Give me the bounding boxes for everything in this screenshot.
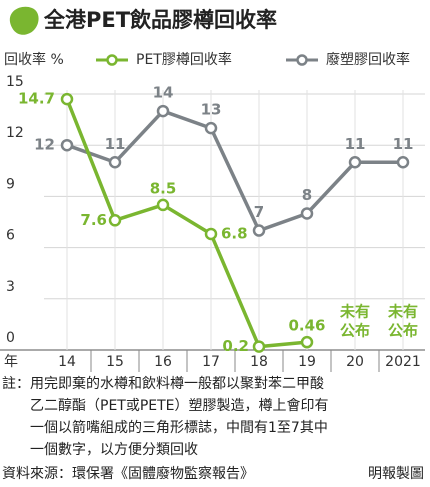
y-tick-label: 0 [6, 330, 15, 346]
legend-marker [296, 54, 308, 66]
point [204, 121, 218, 135]
point [204, 227, 218, 241]
series-line [66, 109, 403, 233]
legend-marker [106, 54, 118, 66]
data-label: 0.2 [222, 337, 249, 355]
x-tick-label: 18 [250, 354, 268, 370]
x-tick-label: 16 [154, 354, 172, 370]
y-tick-label: 6 [6, 228, 15, 244]
note-line: 一個以箭嘴組成的三角形標誌，中間有1至7其中 [30, 419, 328, 436]
data-label: 11 [105, 135, 126, 153]
point [156, 198, 170, 212]
data-label: 7 [254, 203, 264, 221]
title-icon [9, 6, 39, 35]
note-line: 乙二醇酯（PET或PETE）塑膠製造，樽上會印有 [30, 397, 329, 414]
data-label: 8 [302, 186, 312, 204]
chart-title: 全港PET飲品膠樽回收率 [43, 8, 277, 32]
note-line: 一個數字，以方便分類回收 [30, 442, 198, 458]
point [252, 340, 266, 353]
note-line: 註：用完即棄的水樽和飲料樽一般都以聚對苯二甲酸 [2, 375, 324, 392]
point [348, 156, 362, 169]
annotation: 未有 [387, 303, 418, 321]
point [300, 335, 314, 349]
x-tick-label: 20 [346, 354, 364, 370]
point [60, 92, 74, 106]
data-label: 11 [345, 135, 366, 153]
y-axis-label: 回收率 % [4, 51, 64, 68]
point [60, 138, 74, 152]
point [108, 156, 122, 169]
data-label: 0.46 [288, 317, 325, 335]
x-tick-label: 2021 [385, 354, 421, 370]
source: 資料來源：環保署《固體廢物監察報告》 [2, 465, 254, 482]
credit: 明報製圖 [368, 466, 424, 482]
point [300, 207, 314, 220]
x-tick-label: 19 [298, 354, 316, 370]
y-tick-label: 3 [6, 279, 15, 295]
x-tick-label: 17 [202, 354, 220, 370]
x-tick-label: 14 [58, 354, 76, 370]
y-tick-label: 9 [6, 176, 15, 192]
annotation: 未有 [339, 303, 370, 321]
legend-label: 廢塑膠回收率 [326, 51, 410, 68]
data-label: 7.6 [80, 211, 107, 229]
series-line [65, 98, 308, 349]
point [396, 156, 410, 169]
data-label: 14 [153, 84, 174, 102]
data-label: 8.5 [150, 179, 177, 197]
annotation: 公布 [340, 322, 370, 340]
point [252, 224, 266, 237]
x-tick-label: 15 [106, 354, 124, 370]
y-tick-label: 12 [6, 125, 24, 141]
x-axis-label: 年 [4, 354, 18, 370]
annotation: 公布 [388, 322, 418, 340]
data-label: 11 [393, 135, 414, 153]
data-label: 6.8 [221, 224, 248, 242]
y-tick-label: 15 [6, 74, 24, 90]
data-label: 13 [201, 101, 222, 119]
data-label: 12 [34, 136, 55, 154]
point [156, 104, 170, 118]
legend-label: PET膠樽回收率 [136, 51, 232, 68]
data-label: 14.7 [18, 90, 55, 108]
point [108, 214, 122, 227]
